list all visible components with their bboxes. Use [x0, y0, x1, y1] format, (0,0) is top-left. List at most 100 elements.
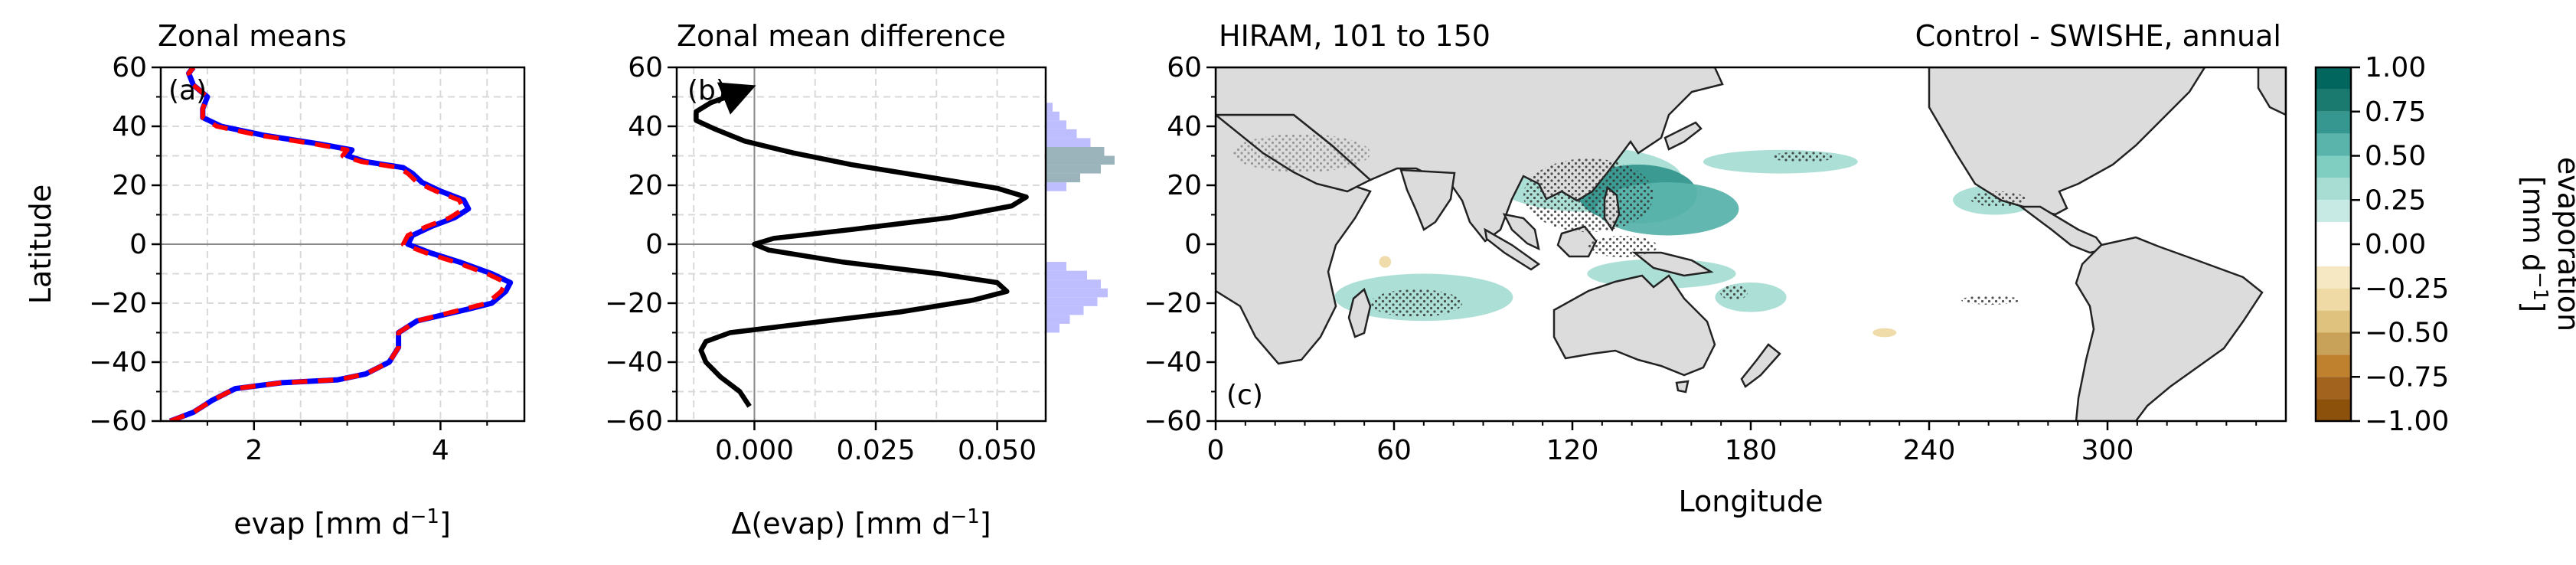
land-malay: [1502, 213, 1540, 251]
colorbar-tick-label: −0.50: [2365, 318, 2449, 349]
panel-c-xtick-label: 60: [1376, 435, 1412, 466]
panel-b-hist-bar: [1046, 173, 1080, 183]
panel-b-ytick-label: 20: [628, 170, 663, 201]
colorbar-level: [2316, 222, 2351, 244]
land-central-america: [2018, 205, 2107, 254]
land-greenland-edge: [2257, 67, 2286, 116]
colorbar-tick-label: 1.00: [2365, 52, 2426, 83]
panel-c-xtick-label: 120: [1546, 435, 1599, 466]
hatch-south-pacific: [1961, 296, 2019, 305]
colorbar-tick-label: 0.75: [2365, 96, 2426, 128]
panel-c-xtick-label: 180: [1725, 435, 1778, 466]
panel-c-xlabel: Longitude: [1679, 485, 1823, 518]
panel-c-title-right: Control - SWISHE, annual: [1915, 19, 2281, 53]
colorbar-level: [2316, 354, 2351, 377]
panel-b-hist-bar: [1046, 138, 1091, 147]
panel-b-hist-bar: [1046, 182, 1066, 191]
panel-c-ytick-label: −40: [1144, 347, 1202, 378]
colorbar-tick-label: −0.25: [2365, 273, 2449, 305]
colorbar-level: [2316, 288, 2351, 311]
panel-c-xtick-label: 300: [2081, 435, 2134, 466]
panel-b-title: Zonal mean difference: [677, 19, 1006, 53]
colorbar-level: [2316, 332, 2351, 355]
colorbar-level: [2316, 89, 2351, 112]
map-land: [1216, 67, 2286, 421]
map-anomaly-blob: [1872, 328, 1897, 338]
panel-b-hist-bar: [1046, 297, 1098, 306]
land-north-america: [1928, 67, 2206, 216]
colorbar-tick-label: −0.75: [2365, 361, 2449, 393]
land-sumatra: [1484, 227, 1541, 271]
panel-a-ytick-label: 0: [129, 229, 147, 260]
colorbar-tick-label: 0.00: [2365, 229, 2426, 260]
colorbar-blocks: [2316, 67, 2351, 421]
panel-b-ytick-label: −40: [605, 347, 663, 378]
panel-b-label: (b): [687, 75, 726, 106]
colorbar-label: evaporation[mm d−1]: [2516, 157, 2576, 331]
hatch-maritime: [1588, 236, 1657, 257]
colorbar-tick-label: −1.00: [2365, 406, 2449, 437]
land-australia: [1552, 274, 1716, 377]
hatch-coral-sea: [1720, 285, 1748, 300]
panel-a-ytick-label: −20: [89, 288, 147, 319]
hatch-indian-ocean: [1370, 289, 1462, 317]
panel-b-ticks: −60 −40 −20 0 20 40 60 0.000 0.025 0.050: [605, 52, 1037, 466]
land-japan: [1663, 121, 1703, 151]
panel-a-series: [168, 67, 514, 421]
panel-c-ytick-label: −60: [1144, 406, 1202, 437]
panel-b-hist-bar: [1046, 129, 1077, 139]
land-new-guinea: [1631, 251, 1714, 277]
hatch-west-pacific: [1523, 158, 1654, 232]
map-significance-hatching: [1232, 134, 2026, 317]
panel-b-hist-bar: [1046, 262, 1066, 271]
panel-c-ytick-label: 0: [1184, 229, 1202, 260]
panel-a-xtick-label: 4: [432, 435, 449, 466]
land-new-zealand: [1740, 343, 1781, 388]
panel-b-hist-bar: [1046, 103, 1053, 112]
panel-b-hist-bar: [1046, 270, 1087, 280]
panel-c-ytick-label: −20: [1144, 288, 1202, 319]
colorbar-level: [2316, 178, 2351, 201]
panel-b-series-line-0: [694, 82, 1029, 408]
panel-b-hist-bar: [1046, 165, 1101, 174]
colorbar-level: [2316, 244, 2351, 266]
panel-a-ylabel: Latitude: [24, 185, 57, 304]
panel-b-ytick-label: −60: [605, 406, 663, 437]
panel-b-hist-bar: [1046, 315, 1070, 324]
panel-b-ytick-label: 60: [628, 52, 663, 83]
panel-b-xtick-label: 0.050: [958, 435, 1037, 466]
panel-a-zonal-means: −60 −40 −20 0 20 40 60 2 4 Zonal means (a) Latit…: [24, 19, 526, 541]
panel-b-ytick-label: 0: [645, 229, 663, 260]
panel-b-ytick-label: −20: [605, 288, 663, 319]
land-south-america: [2075, 236, 2264, 421]
panel-a-ytick-label: −60: [89, 406, 147, 437]
panel-b-ytick-label: 40: [628, 111, 663, 142]
panel-a-ytick-label: 60: [112, 52, 147, 83]
hatch-asia-land: [1232, 134, 1370, 172]
panel-b-zero-lines: [677, 67, 1046, 421]
colorbar-level: [2316, 67, 2351, 90]
land-tasmania: [1675, 380, 1690, 394]
panel-c-ticks: −60 −40 −20 0 20 40 60 0 60 120 180 240 300: [1144, 52, 2258, 466]
panel-b-hist-bar: [1046, 288, 1108, 298]
panel-b-hist-bar: [1046, 111, 1059, 121]
map-anomaly-blob: [1379, 256, 1392, 268]
hatch-caribbean: [1970, 191, 2026, 207]
colorbar-level: [2316, 310, 2351, 333]
panel-a-xtick-label: 2: [245, 435, 263, 466]
panel-a-ticks: −60 −40 −20 0 20 40 60 2 4: [89, 52, 488, 466]
panel-b-hist-bar: [1046, 323, 1059, 333]
panel-b-hist-bar: [1046, 120, 1066, 129]
panel-a-ytick-label: −40: [89, 347, 147, 378]
panel-b-hist-bar: [1046, 305, 1084, 315]
land-india: [1399, 168, 1456, 231]
colorbar-level: [2316, 377, 2351, 400]
panel-c-ytick-label: 20: [1167, 170, 1202, 201]
panel-a-title: Zonal means: [158, 19, 347, 53]
colorbar-level: [2316, 111, 2351, 134]
colorbar: 1.00 0.75 0.50 0.25 0.00 −0.25 −0.50 −0.75 −1.00…: [2314, 52, 2576, 437]
panel-b-series: [694, 82, 1029, 408]
panel-a-ytick-label: 20: [112, 170, 147, 201]
panel-b-hist-bar: [1046, 279, 1101, 289]
panel-a-ytick-label: 40: [112, 111, 147, 142]
